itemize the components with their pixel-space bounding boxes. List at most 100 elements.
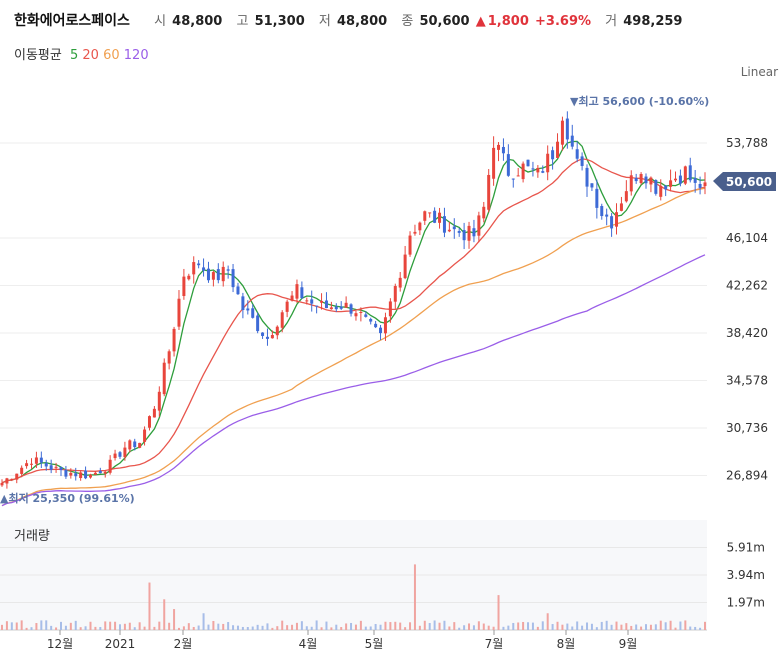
x-tick-label: 2021: [105, 637, 136, 651]
candle: [246, 300, 250, 315]
volume-bar: [433, 620, 436, 630]
volume-bar: [256, 624, 259, 630]
candle: [59, 466, 63, 477]
price-tick-label: 30,736: [726, 421, 768, 435]
volume-bar: [266, 623, 269, 630]
candle: [442, 207, 446, 238]
candle: [0, 479, 4, 487]
candle: [398, 272, 402, 292]
volume-bar: [335, 624, 338, 630]
volume-bar: [192, 626, 195, 630]
volume-bar: [364, 626, 367, 630]
volume-bar: [374, 623, 377, 630]
candle: [329, 301, 333, 310]
volume-bar: [674, 627, 677, 630]
volume-bar: [472, 625, 475, 630]
volume-bar: [649, 624, 652, 630]
candle: [305, 297, 309, 305]
stock-name: 한화에어로스페이스: [14, 13, 130, 29]
volume-bar: [536, 626, 539, 630]
candle: [187, 273, 191, 281]
volume-bar: [163, 599, 166, 630]
candle: [344, 296, 348, 308]
volume-bar: [118, 624, 121, 630]
ma-5-line: [1, 140, 706, 484]
volume-bar: [315, 620, 318, 630]
volume-bar: [40, 620, 43, 630]
volume-bar: [581, 625, 584, 630]
volume-bar: [212, 620, 215, 630]
candle: [334, 303, 338, 312]
volume-bar: [305, 626, 308, 630]
candle: [29, 458, 33, 469]
candle: [270, 330, 274, 339]
candle: [177, 290, 181, 330]
candle: [393, 283, 397, 309]
candle: [634, 173, 638, 184]
last-price-tag: 50,600: [713, 172, 776, 191]
candle: [280, 310, 284, 333]
candle: [64, 465, 68, 479]
candle: [143, 426, 147, 446]
candle: [536, 165, 540, 178]
volume-bar: [89, 621, 92, 630]
ma-5[interactable]: 5: [69, 48, 79, 63]
candle: [388, 298, 392, 323]
volume-bar: [645, 624, 648, 630]
candle: [492, 136, 496, 186]
candle: [531, 161, 535, 177]
candle: [477, 211, 481, 243]
candle: [226, 265, 230, 279]
volume-bar: [600, 621, 603, 630]
candle: [408, 231, 412, 257]
candle: [649, 176, 653, 193]
candle: [25, 459, 29, 469]
volume-bar: [482, 623, 485, 630]
ma-120[interactable]: 120: [123, 48, 149, 63]
candle: [123, 441, 127, 461]
low-annotation: ▲최저 25,350 (99.61%): [0, 491, 135, 505]
ma-20[interactable]: 20: [82, 48, 99, 63]
candle: [595, 179, 599, 219]
volume-bar: [566, 623, 569, 630]
volume-bar: [413, 564, 416, 630]
ma-60[interactable]: 60: [103, 48, 120, 63]
volume-bar: [556, 621, 559, 630]
candle: [241, 292, 245, 319]
volume-bar: [546, 613, 549, 630]
candle: [49, 459, 53, 474]
volume-bar: [507, 625, 510, 630]
candle: [15, 473, 19, 484]
ma-20-line: [1, 158, 706, 484]
candle: [379, 324, 383, 341]
scale-mode-label[interactable]: Linear: [741, 65, 778, 79]
volume-bar: [409, 622, 412, 630]
candle: [619, 196, 623, 212]
volume-bar: [20, 620, 23, 630]
volume-bar: [453, 622, 456, 630]
volume-bar: [330, 627, 333, 630]
volume-bar: [25, 627, 28, 630]
candle: [570, 124, 574, 150]
volume-bar: [5, 621, 8, 630]
candle: [275, 325, 279, 340]
volume-bar: [605, 620, 608, 630]
low-value: 48,800: [337, 14, 388, 29]
open-value: 48,800: [172, 14, 223, 29]
volume-bar: [531, 622, 534, 630]
x-tick-label: 2월: [174, 637, 193, 651]
candle: [231, 263, 235, 293]
volume-bar: [699, 627, 702, 630]
volume-bar: [232, 625, 235, 630]
volume-bar: [173, 609, 176, 630]
candle: [98, 467, 102, 474]
volume-bar: [222, 623, 225, 630]
candle: [418, 221, 422, 236]
high-value: 51,300: [254, 14, 305, 29]
volume-bar: [561, 624, 564, 630]
volume-bar: [99, 626, 102, 630]
volume-bar: [128, 622, 131, 630]
candle: [546, 145, 550, 181]
candle: [413, 224, 417, 236]
